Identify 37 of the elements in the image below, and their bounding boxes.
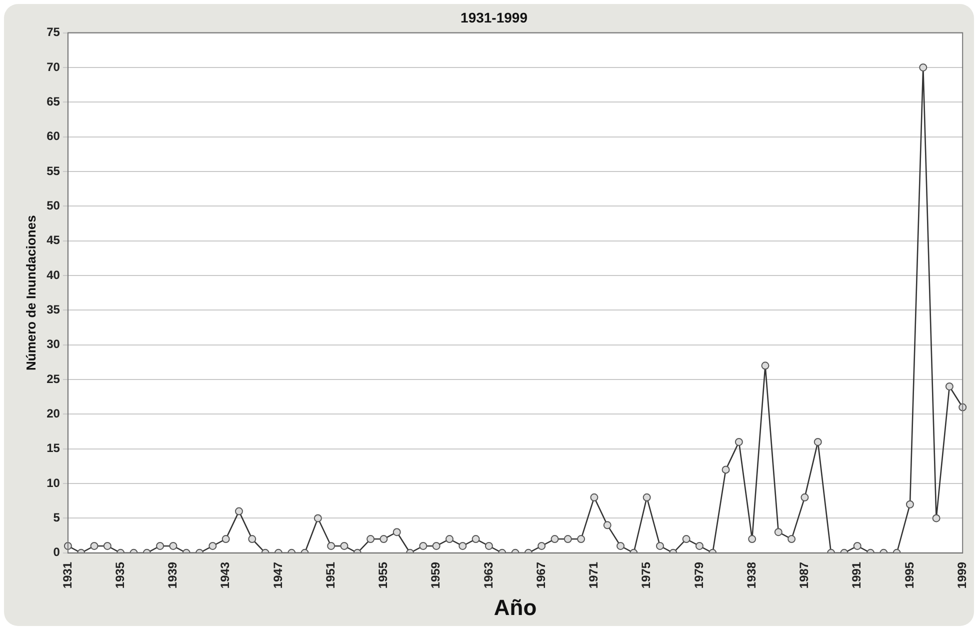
x-tick-label: 1975 bbox=[639, 562, 654, 589]
x-axis-title: Año bbox=[494, 594, 537, 620]
y-tick-label: 75 bbox=[46, 25, 60, 40]
y-tick-label: 25 bbox=[46, 372, 60, 386]
y-tick-label: 15 bbox=[46, 441, 60, 456]
x-tick-label: 1935 bbox=[112, 562, 127, 589]
x-tick-label: 1943 bbox=[218, 562, 232, 589]
x-tick-label: 1979 bbox=[692, 562, 706, 589]
x-tick-label: 1959 bbox=[428, 562, 443, 589]
x-tick-label: 1967 bbox=[534, 562, 548, 589]
y-tick-label: 40 bbox=[46, 268, 60, 282]
x-tick-label: 1955 bbox=[376, 562, 390, 589]
x-tick-label: 1951 bbox=[323, 562, 338, 589]
x-tick-label: 1971 bbox=[586, 562, 601, 589]
y-tick-label: 20 bbox=[46, 406, 60, 421]
chart-title: 1931-1999 bbox=[460, 9, 528, 26]
y-tick-label: 60 bbox=[46, 129, 60, 144]
y-tick-label: 30 bbox=[46, 337, 60, 352]
x-tick-label: 1987 bbox=[797, 562, 812, 589]
x-tick-label: 1947 bbox=[270, 562, 285, 589]
y-axis-title: Número de Inundaciones bbox=[23, 215, 38, 371]
y-tick-label: 0 bbox=[53, 545, 60, 560]
y-tick-label: 10 bbox=[46, 476, 60, 490]
y-tick-label: 45 bbox=[46, 233, 60, 248]
y-tick-label: 35 bbox=[46, 302, 60, 316]
x-tick-label: 1963 bbox=[481, 562, 496, 589]
y-tick-label: 65 bbox=[46, 94, 60, 108]
x-tick-label: 1931 bbox=[60, 562, 74, 589]
y-tick-label: 50 bbox=[46, 198, 60, 212]
x-tick-label: 1999 bbox=[954, 562, 969, 589]
y-tick-label: 70 bbox=[46, 60, 60, 74]
x-tick-label: 1991 bbox=[850, 562, 864, 589]
x-tick-label: 1938 bbox=[744, 562, 758, 589]
x-tick-label: 1939 bbox=[166, 562, 180, 589]
x-tick-label: 1995 bbox=[902, 562, 916, 589]
y-tick-label: 55 bbox=[46, 164, 60, 178]
y-tick-label: 5 bbox=[53, 510, 60, 525]
